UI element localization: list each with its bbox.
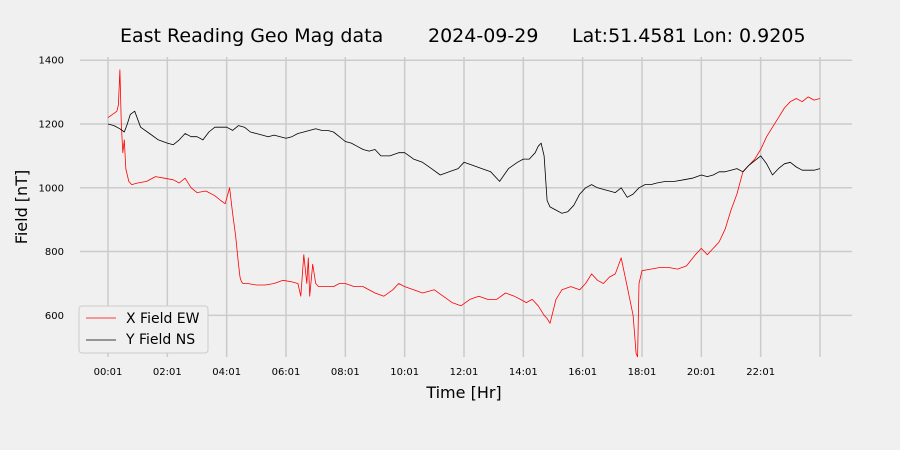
chart-title: East Reading Geo Mag data 2024-09-29 Lat… [120, 25, 806, 47]
y-axis-label: Field [nT] [12, 170, 31, 244]
y-tick-label: 1400 [39, 56, 64, 67]
legend-label-y-field: Y Field NS [125, 332, 195, 348]
y-tick-label: 1200 [39, 119, 64, 130]
x-axis-label: Time [Hr] [425, 383, 501, 402]
series-line-x-field [107, 69, 821, 358]
x-tick-label: 04:01 [212, 367, 241, 378]
x-tick-label: 08:01 [331, 367, 360, 378]
x-tick-label: 02:01 [153, 367, 182, 378]
x-axis-ticks: 00:01 02:01 04:01 06:01 08:01 10:01 12:01 14:01… [94, 367, 775, 378]
y-tick-label: 800 [45, 247, 64, 258]
y-axis-ticks: 600 800 1000 1200 1400 [39, 56, 64, 322]
y-tick-label: 1000 [39, 183, 64, 194]
x-tick-label: 00:01 [94, 367, 123, 378]
legend: X Field EW Y Field NS [78, 305, 209, 354]
plot-area [107, 69, 821, 358]
chart-date: 2024-09-29 [428, 25, 538, 47]
chart-title-text: East Reading Geo Mag data [120, 25, 383, 47]
series-line-y-field [107, 110, 821, 214]
x-tick-label: 20:01 [687, 367, 716, 378]
x-tick-label: 10:01 [390, 367, 419, 378]
grid [80, 57, 852, 357]
x-tick-label: 22:01 [746, 367, 775, 378]
x-tick-label: 16:01 [568, 367, 597, 378]
x-tick-label: 06:01 [272, 367, 301, 378]
x-tick-label: 12:01 [450, 367, 479, 378]
x-tick-label: 18:01 [628, 367, 657, 378]
x-tick-label: 14:01 [509, 367, 538, 378]
legend-label-x-field: X Field EW [126, 311, 200, 327]
chart-location: Lat:51.4581 Lon: 0.9205 [572, 25, 806, 47]
y-tick-label: 600 [45, 311, 64, 322]
